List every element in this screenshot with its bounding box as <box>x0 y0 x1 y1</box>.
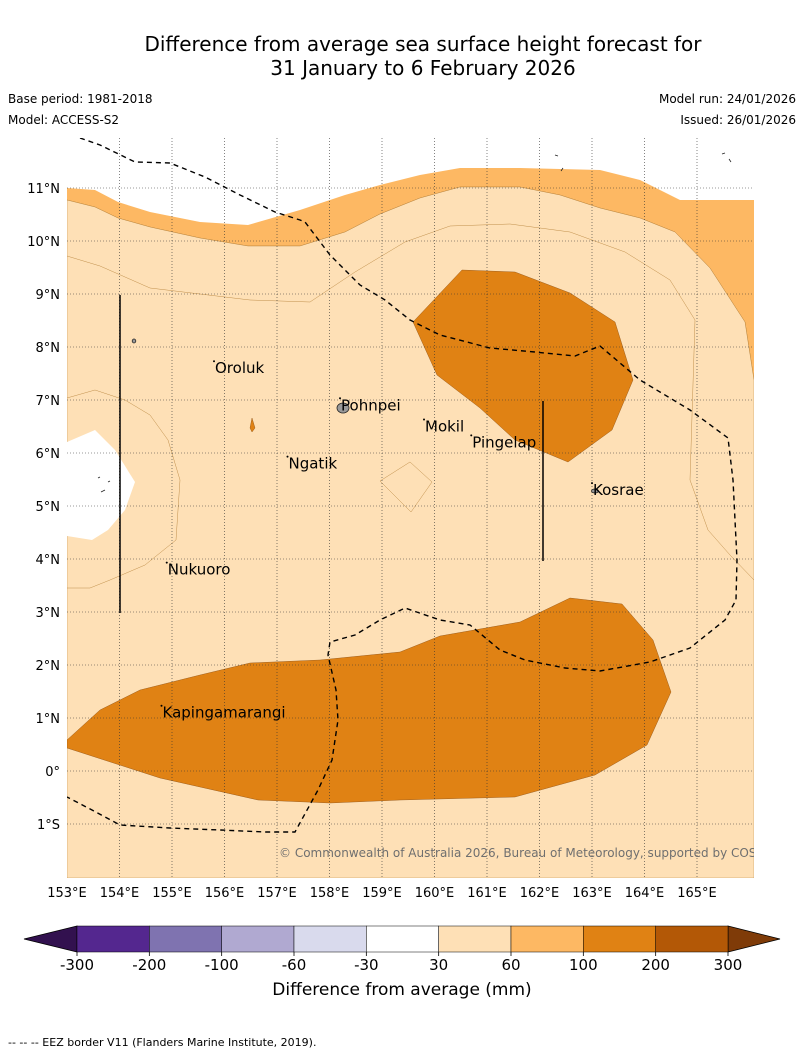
longitude-label: 153°E <box>47 886 87 901</box>
place-marker <box>423 418 425 421</box>
latitude-label: 11°N <box>27 182 60 197</box>
eez-footnote: -- -- -- EEZ border V11 (Flanders Marine… <box>8 1036 317 1049</box>
colorbar-segment <box>149 925 222 953</box>
colorbar-segment <box>583 925 656 953</box>
title-line-2: 31 January to 6 February 2026 <box>270 56 576 80</box>
colorbar-segment <box>76 925 150 953</box>
colorbar-tick-label: 200 <box>641 956 670 974</box>
pohnpei-island-shape <box>336 402 350 414</box>
colorbar-tick-label: -100 <box>205 956 239 974</box>
place-label: Kapingamarangi <box>163 704 286 722</box>
colorbar-tick-label: -200 <box>132 956 166 974</box>
map-title: Difference from average sea surface heig… <box>0 32 804 80</box>
longitude-label: 158°E <box>310 886 350 901</box>
place-marker <box>165 561 168 564</box>
longitude-label: 157°E <box>257 886 297 901</box>
longitude-labels: 153°E 154°E 155°E 156°E 157°E 158°E 159°E 160°E… <box>47 886 717 901</box>
latitude-label: 5°N <box>36 500 61 515</box>
place-marker <box>591 482 593 485</box>
issued-date: Issued: 26/01/2026 <box>680 113 796 127</box>
longitude-label: 154°E <box>100 886 140 901</box>
colorbar-tick-label: 60 <box>501 956 520 974</box>
longitude-label: 155°E <box>152 886 192 901</box>
ngatik-atoll-shape <box>249 417 256 433</box>
colorbar-segment <box>510 925 584 953</box>
place-marker <box>286 455 289 458</box>
latitude-label: 2°N <box>36 659 61 674</box>
title-line-1: Difference from average sea surface heig… <box>144 32 702 56</box>
colorbar-tick-label: -300 <box>60 956 94 974</box>
colorbar-label: Difference from average (mm) <box>272 980 531 1000</box>
latitude-label: 4°N <box>36 553 61 568</box>
place-marker <box>213 360 215 363</box>
reef-shapes <box>97 476 111 493</box>
colorbar-segment <box>655 925 729 953</box>
atoll-shape <box>131 338 137 344</box>
colorbar-extension-high <box>727 925 781 953</box>
place-marker <box>470 434 473 437</box>
latitude-label: 7°N <box>36 394 61 409</box>
graticule <box>67 138 754 878</box>
colorbar-segment <box>366 925 439 953</box>
map-figure: Oroluk Pohnpei Mokil Pingelap Ngatik Kosrae Nu… <box>23 138 784 1000</box>
latitude-label: 10°N <box>27 235 60 250</box>
model-run: Model run: 24/01/2026 <box>658 92 796 106</box>
colorbar-segment <box>438 925 512 953</box>
colorbar-extension-low <box>23 925 78 953</box>
colorbar-segment <box>293 925 367 953</box>
latitude-label: 9°N <box>36 288 61 303</box>
map-plot-area: Oroluk Pohnpei Mokil Pingelap Ngatik Kosrae Nu… <box>67 138 784 878</box>
longitude-label: 163°E <box>572 886 612 901</box>
colorbar: -300 -200 -100 -60 -30 30 60 100 200 300 <box>23 925 781 974</box>
colorbar-tick-label: 100 <box>569 956 598 974</box>
place-label: Kosrae <box>593 481 644 499</box>
longitude-label: 165°E <box>677 886 717 901</box>
longitude-label: 162°E <box>520 886 560 901</box>
longitude-label: 156°E <box>205 886 245 901</box>
longitude-label: 164°E <box>625 886 665 901</box>
place-label: Nukuoro <box>168 561 231 579</box>
anomaly-core-100-200-south <box>67 597 672 804</box>
place-label: Pingelap <box>472 433 536 451</box>
eez-border <box>67 138 738 833</box>
latitude-label: 6°N <box>36 447 61 462</box>
no-data-white-west <box>67 430 135 540</box>
northern-islets-shapes <box>554 152 732 172</box>
anomaly-patch-30-60-central <box>379 461 433 513</box>
latitude-labels: 11°N 10°N 9°N 8°N 7°N 6°N 5°N 4°N 3°N 2°N 1°N 0° 1°S <box>27 182 60 833</box>
longitude-label: 159°E <box>362 886 402 901</box>
place-label: Pohnpei <box>341 396 401 414</box>
colorbar-tick-label: 300 <box>714 956 743 974</box>
longitude-label: 160°E <box>415 886 455 901</box>
colorbar-tick-label: -60 <box>282 956 307 974</box>
no-data-white-top <box>67 138 754 225</box>
colorbar-tick-label: 30 <box>429 956 448 974</box>
longitude-label: 161°E <box>467 886 507 901</box>
latitude-label: 1°N <box>36 712 61 727</box>
place-marker <box>339 397 341 400</box>
latitude-label: 1°S <box>37 818 60 833</box>
kosrae-island-shape <box>591 488 599 494</box>
place-label: Mokil <box>425 418 464 436</box>
latitude-label: 0° <box>45 765 60 780</box>
copyright-notice: © Commonwealth of Australia 2026, Bureau… <box>279 846 784 860</box>
colorbar-segment <box>221 925 295 953</box>
place-label: Oroluk <box>215 359 264 377</box>
latitude-label: 8°N <box>36 341 61 356</box>
place-label: Ngatik <box>289 455 338 473</box>
anomaly-core-100-200-north <box>412 269 634 463</box>
place-marker <box>160 704 163 707</box>
latitude-label: 3°N <box>36 606 61 621</box>
place-labels: Oroluk Pohnpei Mokil Pingelap Ngatik Kosrae Nu… <box>160 359 644 722</box>
model-name: Model: ACCESS-S2 <box>8 113 120 127</box>
colorbar-tick-label: -30 <box>354 956 379 974</box>
base-period: Base period: 1981-2018 <box>8 92 153 106</box>
